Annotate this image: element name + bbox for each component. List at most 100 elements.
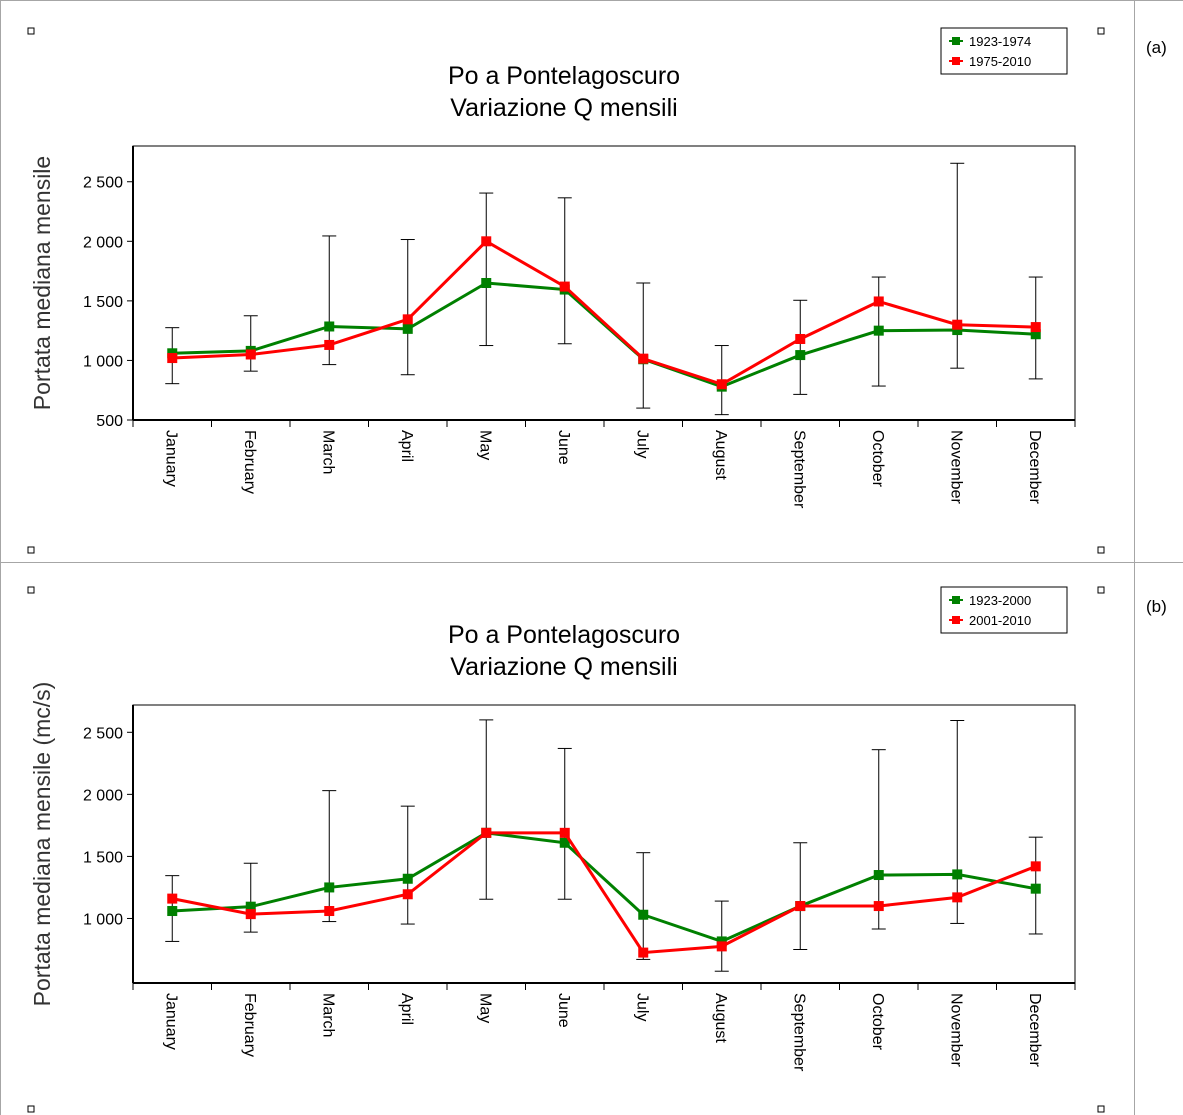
x-tick-label-june: June [555, 430, 572, 465]
x-tick-label-july: July [633, 430, 650, 458]
selection-handle [27, 27, 35, 35]
data-point-1975-2010 [716, 379, 727, 390]
series-line-1975-2010 [172, 239, 1036, 386]
x-tick-label-january: January [162, 430, 179, 487]
chart-title-line2: Variazione Q mensili [450, 94, 677, 122]
data-point-1923-1974 [873, 325, 884, 336]
series-line-1923-1974 [172, 281, 1036, 389]
table-border-top [0, 0, 1183, 1]
x-tick-label-april: April [398, 430, 415, 462]
data-point-2001-2010 [324, 906, 335, 917]
data-point-1923-1974 [1030, 329, 1041, 340]
x-tick-label-september: September [790, 993, 807, 1072]
data-point-1923-2000 [167, 906, 178, 917]
legend-swatch-marker [952, 616, 960, 624]
legend-label-1975-2010: 1975-2010 [969, 54, 1031, 69]
x-tick-label-october: October [869, 430, 886, 488]
data-point-1975-2010 [245, 349, 256, 360]
data-point-1975-2010 [402, 314, 413, 325]
y-tick-label: 500 [96, 413, 123, 430]
x-tick-label-january: January [162, 993, 179, 1050]
data-point-2001-2010 [638, 947, 649, 958]
legend-box [940, 586, 1068, 634]
panel-label-a: (a) [1146, 38, 1167, 57]
data-point-1975-2010 [1030, 322, 1041, 333]
chart-panel-b: Po a Pontelagoscuro Variazione Q mensili P… [10, 569, 1120, 1114]
selection-handle [27, 586, 35, 594]
legend-swatch-marker [952, 596, 960, 604]
y-tick-label: 1 500 [83, 294, 123, 311]
data-point-1975-2010 [952, 319, 963, 330]
data-point-1975-2010 [638, 353, 649, 364]
data-point-1923-2000 [559, 837, 570, 848]
y-tick-label: 2 500 [83, 175, 123, 192]
data-point-1923-2000 [1030, 883, 1041, 894]
chart-title-line1: Po a Pontelagoscuro [448, 621, 680, 649]
data-point-1923-1974 [795, 350, 806, 361]
x-tick-label-october: October [869, 993, 886, 1051]
x-tick-label-april: April [398, 993, 415, 1025]
data-point-2001-2010 [716, 941, 727, 952]
y-tick-label: 1 000 [83, 911, 123, 928]
x-tick-label-august: August [712, 430, 729, 480]
selection-handle [1097, 586, 1105, 594]
data-point-2001-2010 [167, 893, 178, 904]
data-point-2001-2010 [952, 892, 963, 903]
data-point-2001-2010 [1030, 861, 1041, 872]
data-point-1923-2000 [952, 869, 963, 880]
panel-label-b: (b) [1146, 597, 1167, 616]
x-tick-label-august: August [712, 993, 729, 1043]
data-point-1923-1974 [481, 278, 492, 288]
y-tick-label: 1 000 [83, 353, 123, 370]
table-row-divider [0, 562, 1183, 563]
data-point-1923-2000 [402, 873, 413, 884]
chart-b: Po a Pontelagoscuro Variazione Q mensili P… [27, 586, 1105, 1113]
legend-label-1923-2000: 1923-2000 [969, 593, 1031, 608]
x-tick-label-november: November [947, 430, 964, 504]
x-tick-label-march: March [319, 430, 336, 474]
chart-panel-a: Po a Pontelagoscuro Variazione Q mensili P… [10, 10, 1120, 555]
data-point-2001-2010 [481, 827, 492, 838]
x-tick-label-march: March [319, 993, 336, 1037]
data-point-2001-2010 [559, 827, 570, 838]
data-point-1923-2000 [324, 882, 335, 893]
legend-box [940, 27, 1068, 75]
x-tick-label-july: July [633, 993, 650, 1021]
data-point-1975-2010 [167, 353, 178, 364]
selection-handle [1097, 546, 1105, 554]
selection-handle [1097, 1105, 1105, 1113]
plot-frame [132, 704, 1076, 984]
data-point-2001-2010 [245, 909, 256, 920]
selection-handle [27, 1105, 35, 1113]
data-point-1923-1974 [324, 321, 335, 332]
table-border-left [0, 0, 1, 1115]
chart-title-line1: Po a Pontelagoscuro [448, 62, 680, 90]
y-tick-label: 1 500 [83, 849, 123, 866]
x-tick-label-december: December [1026, 993, 1043, 1067]
table-column-divider [1134, 0, 1135, 1115]
x-tick-label-december: December [1026, 430, 1043, 504]
x-tick-label-november: November [947, 993, 964, 1067]
x-tick-label-february: February [241, 430, 258, 494]
y-tick-label: 2 000 [83, 787, 123, 804]
selection-handle [27, 546, 35, 554]
data-point-1923-1974 [402, 323, 413, 334]
data-point-2001-2010 [795, 901, 806, 912]
legend-label-1923-1974: 1923-1974 [969, 34, 1031, 49]
legend-label-2001-2010: 2001-2010 [969, 613, 1031, 628]
selection-handle [1097, 27, 1105, 35]
y-tick-label: 2 500 [83, 725, 123, 742]
data-point-1975-2010 [795, 333, 806, 344]
y-axis-label: Portata mediana mensile (mc/s) [29, 682, 55, 1007]
x-tick-label-may: May [476, 993, 493, 1023]
data-point-1975-2010 [481, 236, 492, 247]
chart-a: Po a Pontelagoscuro Variazione Q mensili P… [27, 27, 1105, 554]
x-tick-label-may: May [476, 430, 493, 460]
legend-swatch-marker [952, 57, 960, 65]
plot-frame [132, 145, 1076, 421]
series-line-2001-2010 [171, 831, 1037, 955]
x-tick-label-february: February [241, 993, 258, 1057]
data-point-1975-2010 [324, 339, 335, 350]
data-point-1975-2010 [559, 281, 570, 292]
